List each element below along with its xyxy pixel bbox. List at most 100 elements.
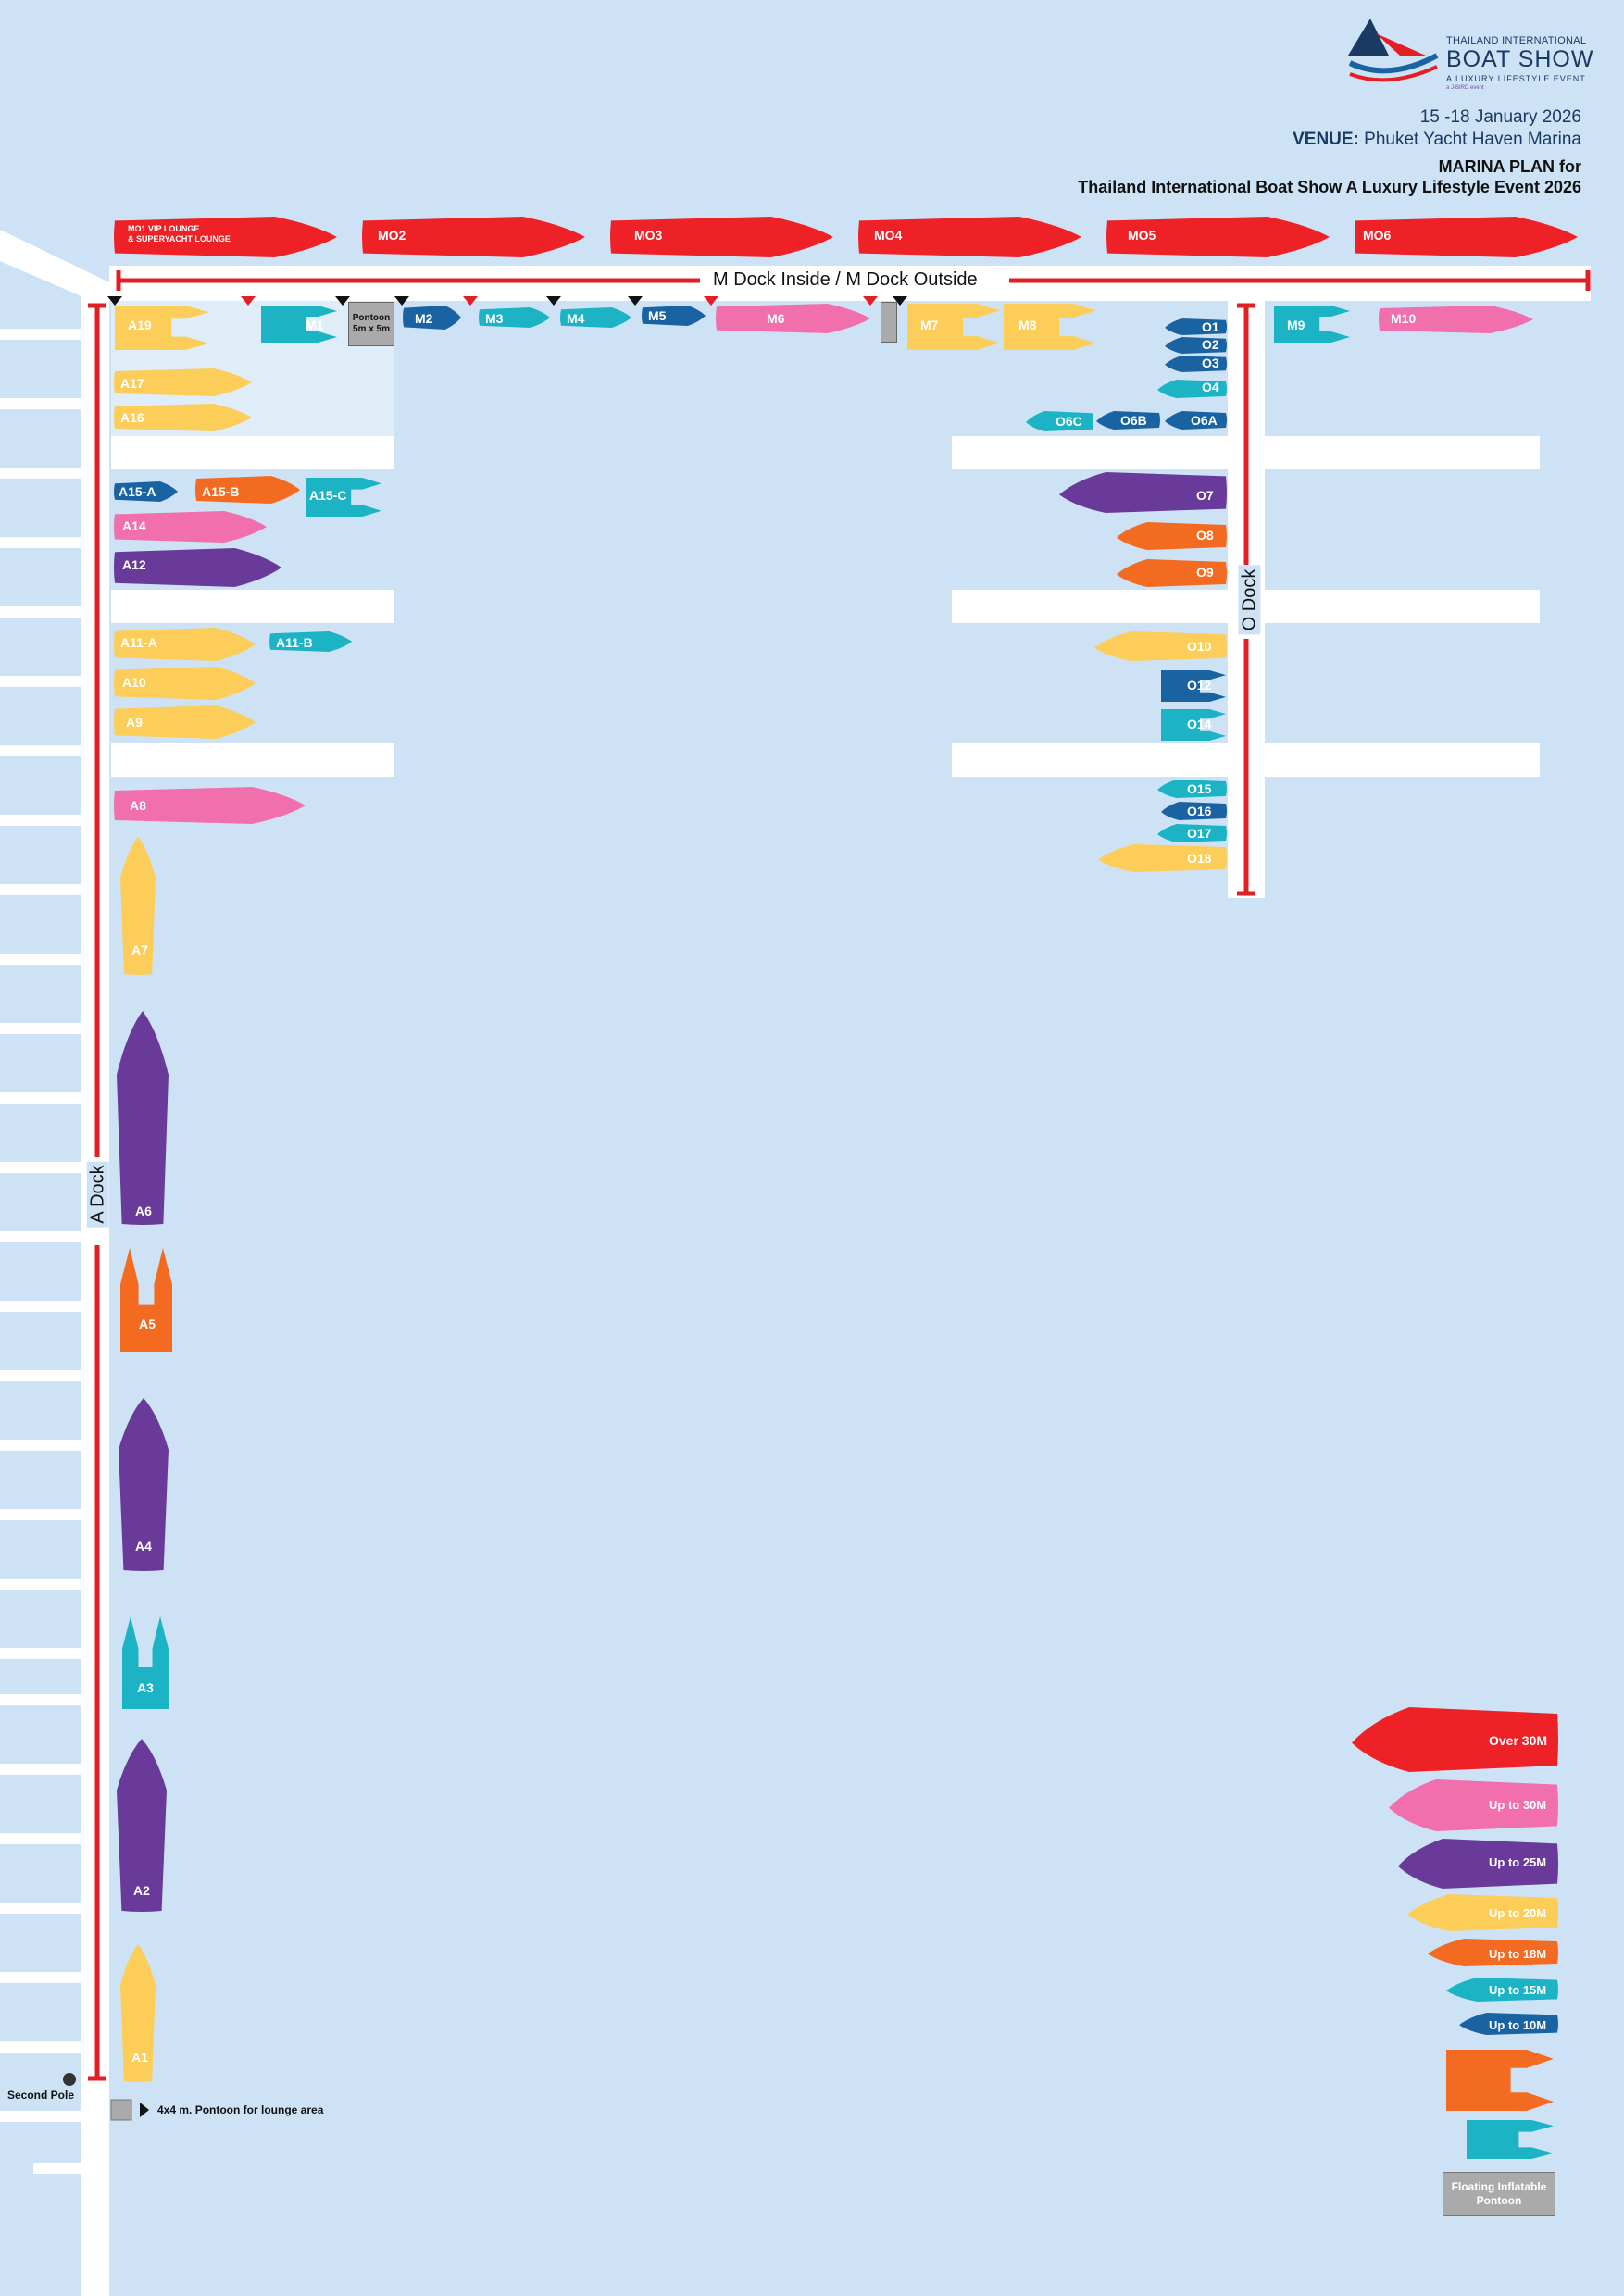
logo-line3: A LUXURY LIFESTYLE EVENT bbox=[1446, 74, 1586, 83]
berth-m7-hull bbox=[907, 304, 1000, 350]
berth-m6-hull bbox=[716, 304, 870, 333]
land bbox=[0, 230, 109, 2296]
berth-mo4-hull bbox=[858, 217, 1081, 257]
legend-up18-label: Up to 18M bbox=[1489, 1947, 1547, 1961]
berth-m2-hull bbox=[403, 306, 461, 330]
logo-line1: THAILAND INTERNATIONAL bbox=[1446, 35, 1587, 46]
pontoon-m-line1: Pontoon bbox=[352, 313, 391, 323]
berth-a11a-hull bbox=[114, 628, 256, 661]
berth-m8-hull bbox=[1004, 304, 1096, 350]
event-title: Thailand International Boat Show A Luxur… bbox=[1078, 178, 1581, 196]
berth-mo6-hull bbox=[1355, 217, 1578, 257]
legend-up30-hull bbox=[1389, 1779, 1558, 1831]
plan-title: MARINA PLAN for bbox=[1438, 157, 1581, 176]
berth-mo3-hull bbox=[610, 217, 833, 257]
berth-a5-hull bbox=[120, 1248, 172, 1352]
legend-up10-hull bbox=[1459, 2013, 1558, 2035]
berth-a16-hull bbox=[114, 404, 252, 431]
legend-catamaran-small-hull bbox=[1467, 2120, 1554, 2159]
m-dock-label: M Dock Inside / M Dock Outside bbox=[700, 268, 991, 292]
berth-m10-hull bbox=[1379, 306, 1533, 333]
mo1-line2: & SUPERYACHT LOUNGE bbox=[128, 234, 231, 243]
lounge-pontoon-label: 4x4 m. Pontoon for lounge area bbox=[157, 2103, 324, 2116]
berth-a15b-hull bbox=[195, 476, 300, 504]
berth-mo5-hull bbox=[1106, 217, 1330, 257]
legend-up25-label: Up to 25M bbox=[1489, 1855, 1547, 1869]
o-dock-label: O Dock bbox=[1238, 565, 1261, 635]
logo-line4: a J-BIRD event bbox=[1446, 85, 1484, 91]
second-pole-label: Second Pole bbox=[7, 2089, 75, 2102]
berth-o9-hull bbox=[1117, 559, 1227, 587]
legend-inflatable-line2: Pontoon bbox=[1476, 2194, 1522, 2207]
legend-up18-hull bbox=[1428, 1939, 1558, 1966]
venue-label: VENUE: bbox=[1293, 130, 1359, 149]
berth-o16-hull bbox=[1161, 802, 1227, 820]
lounge-pontoon-icon bbox=[110, 2099, 132, 2121]
dock-markers bbox=[107, 296, 907, 306]
pontoon-m: Pontoon 5m x 5m bbox=[348, 302, 394, 346]
pontoon-m-line2: 5m x 5m bbox=[352, 324, 390, 334]
berth-o12-hull bbox=[1161, 670, 1226, 702]
berth-o18-hull bbox=[1098, 844, 1227, 872]
berth-m3-hull bbox=[479, 307, 550, 328]
legend-up15-label: Up to 15M bbox=[1489, 1983, 1547, 1997]
berth-o6c-hull bbox=[1026, 411, 1093, 431]
second-pole-icon bbox=[63, 2073, 76, 2086]
dock-measure-lines bbox=[88, 270, 1591, 2081]
boat-show-logo: THAILAND INTERNATIONAL BOAT SHOW A LUXUR… bbox=[1344, 15, 1594, 98]
berth-m5-hull bbox=[642, 306, 706, 326]
berth-a10-hull bbox=[114, 667, 256, 700]
berth-o2-hull bbox=[1165, 337, 1227, 354]
berth-a17-hull bbox=[114, 368, 252, 396]
berth-o17-hull bbox=[1157, 824, 1227, 842]
berth-o14-hull bbox=[1161, 709, 1226, 741]
berth-a3-hull bbox=[122, 1616, 169, 1709]
venue: VENUE: Phuket Yacht Haven Marina bbox=[1293, 130, 1581, 150]
legend-over30-label: Over 30M bbox=[1489, 1733, 1548, 1748]
berth-a12-hull bbox=[114, 548, 281, 587]
berth-o6b-hull bbox=[1096, 411, 1160, 430]
berth-o8-hull bbox=[1117, 522, 1227, 550]
logo-mark bbox=[1348, 19, 1439, 82]
legend-up15-hull bbox=[1446, 1978, 1558, 2002]
berth-a14-hull bbox=[114, 511, 267, 543]
legend-inflatable-line1: Floating Inflatable bbox=[1451, 2180, 1547, 2193]
berth-mo2-hull bbox=[362, 217, 585, 257]
venue-value: Phuket Yacht Haven Marina bbox=[1364, 130, 1581, 149]
berth-m9-hull bbox=[1274, 306, 1350, 343]
legend-over30-hull bbox=[1352, 1707, 1558, 1772]
legend-up20-label: Up to 20M bbox=[1489, 1906, 1547, 1920]
berth-a8-hull bbox=[114, 787, 306, 824]
berth-o1-hull bbox=[1165, 318, 1227, 335]
berth-m4-hull bbox=[560, 307, 631, 328]
berth-a11b-hull bbox=[269, 631, 352, 652]
berth-a7-hull bbox=[120, 837, 156, 975]
legend-up25-hull bbox=[1398, 1839, 1558, 1889]
berth-a1-hull bbox=[120, 1944, 156, 2082]
berth-o6a-hull bbox=[1165, 411, 1227, 430]
berth-a9-hull bbox=[114, 705, 256, 739]
legend-inflatable-pontoon: Floating Inflatable Pontoon bbox=[1443, 2172, 1555, 2216]
berth-mo1-label: MO1 VIP LOUNGE & SUPERYACHT LOUNGE bbox=[128, 224, 231, 244]
berth-a4-hull bbox=[119, 1398, 169, 1571]
lounge-pontoon-marker-icon bbox=[140, 2103, 149, 2117]
berth-a6-hull bbox=[117, 1011, 169, 1225]
mo1-line1: MO1 VIP LOUNGE bbox=[128, 224, 200, 233]
berth-a19-hull bbox=[115, 306, 209, 350]
event-dates: 15 -18 January 2026 bbox=[1419, 107, 1581, 127]
berth-o10-hull bbox=[1094, 631, 1227, 661]
legend-catamaran-large-hull bbox=[1446, 2050, 1554, 2111]
berth-o3-hull bbox=[1165, 356, 1227, 372]
legend-up20-hull bbox=[1407, 1894, 1558, 1931]
berth-m1-hull bbox=[261, 306, 337, 343]
berth-o15-hull bbox=[1157, 780, 1227, 798]
legend-up10-label: Up to 10M bbox=[1489, 2018, 1547, 2032]
berth-a15a-hull bbox=[114, 481, 178, 502]
berth-a15c-hull bbox=[306, 478, 381, 517]
berth-a2-hull bbox=[117, 1739, 167, 1912]
a-dock-label: A Dock bbox=[86, 1161, 109, 1228]
legend-up30-label: Up to 30M bbox=[1489, 1798, 1547, 1812]
berth-mo1-hull bbox=[114, 217, 337, 257]
